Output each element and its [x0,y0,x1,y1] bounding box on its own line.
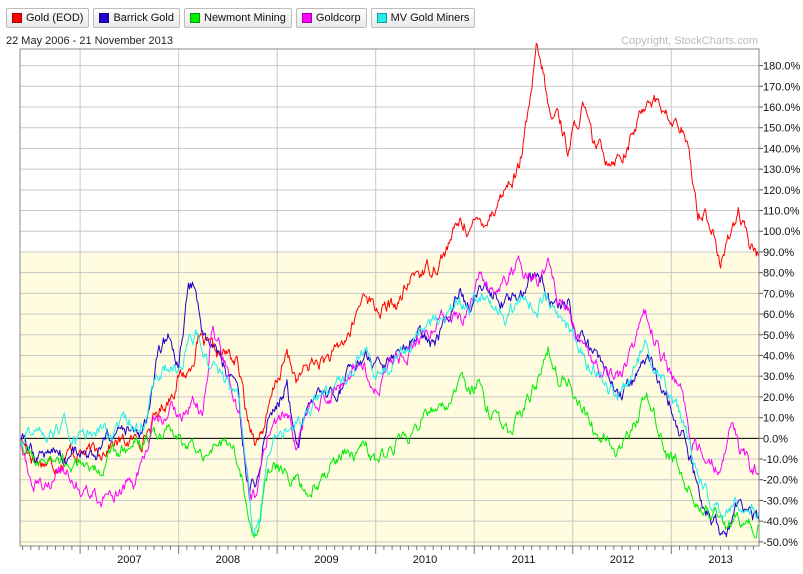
y-tick-label: 10.0% [763,413,794,425]
legend-item-goldcorp[interactable]: Goldcorp [295,8,367,28]
x-tick-label: 2007 [117,554,141,566]
y-tick-label: 20.0% [763,392,794,404]
legend-label-goldcorp: Goldcorp [315,12,361,24]
copyright-notice: Copyright, StockCharts.com [621,35,758,47]
y-tick-label: 70.0% [763,288,794,300]
legend-swatch-barrick [99,13,110,23]
shaded-band [20,251,759,547]
y-tick-label: -40.0% [763,516,798,528]
y-tick-label: 30.0% [763,371,794,383]
y-tick-label: 120.0% [763,185,801,197]
y-tick-label: 90.0% [763,247,794,259]
series-line-goldcorp [19,255,760,508]
legend: Gold (EOD) Barrick Gold Newmont Mining G… [6,8,479,30]
y-tick-label: 0.0% [763,433,788,445]
y-tick-label: 160.0% [763,102,801,114]
series-line-gold-eod- [19,42,760,475]
legend-swatch-goldcorp [301,13,312,23]
series-line-mv-gold-miners [19,291,759,536]
x-tick-label: 2010 [413,554,437,566]
plot-frame [19,48,760,547]
y-tick-label: 100.0% [763,226,801,238]
legend-swatch-gold-miners [376,13,387,23]
x-tick-label: 2012 [610,554,634,566]
y-tick-label: 80.0% [763,268,794,280]
series-line-barrick-gold [19,272,760,538]
x-tick-label: 2013 [708,554,732,566]
y-tick-label: -30.0% [763,495,798,507]
legend-label-barrick: Barrick Gold [113,12,174,24]
y-tick-label: 130.0% [763,164,801,176]
y-tick-label: 60.0% [763,309,794,321]
y-tick-label: 180.0% [763,61,801,73]
x-tick-label: 2009 [314,554,338,566]
date-range: 22 May 2006 - 21 November 2013 [6,35,173,47]
plot-area [19,42,760,547]
legend-item-barrick[interactable]: Barrick Gold [93,8,180,28]
legend-swatch-newmont [190,13,200,23]
y-axis: 180.0% 170.0% 160.0% 150.0% 140.0% 130.0% 120.… [759,61,801,549]
y-tick-label: -10.0% [763,454,798,466]
legend-swatch-gold [12,13,22,23]
y-tick-label: 40.0% [763,350,794,362]
y-tick-label: -20.0% [763,475,798,487]
series-line-newmont-mining [19,346,760,539]
y-tick-label: 170.0% [763,81,801,93]
legend-item-gold-miners[interactable]: MV Gold Miners [370,8,476,28]
legend-label-gold-miners: MV Gold Miners [390,12,470,24]
y-tick-label: 150.0% [763,123,801,135]
y-tick-label: 50.0% [763,330,794,342]
legend-item-gold[interactable]: Gold (EOD) [6,8,90,28]
y-tick-label: -50.0% [763,537,798,549]
x-tick-label: 2008 [216,554,240,566]
y-tick-label: 110.0% [763,206,800,218]
legend-label-newmont: Newmont Mining [204,12,286,24]
x-axis: 2007 2008 2009 2010 2011 2012 2013 [22,546,754,566]
legend-item-newmont[interactable]: Newmont Mining [184,8,292,28]
y-tick-label: 140.0% [763,143,801,155]
legend-label-gold: Gold (EOD) [26,12,84,24]
x-tick-label: 2011 [512,554,536,566]
